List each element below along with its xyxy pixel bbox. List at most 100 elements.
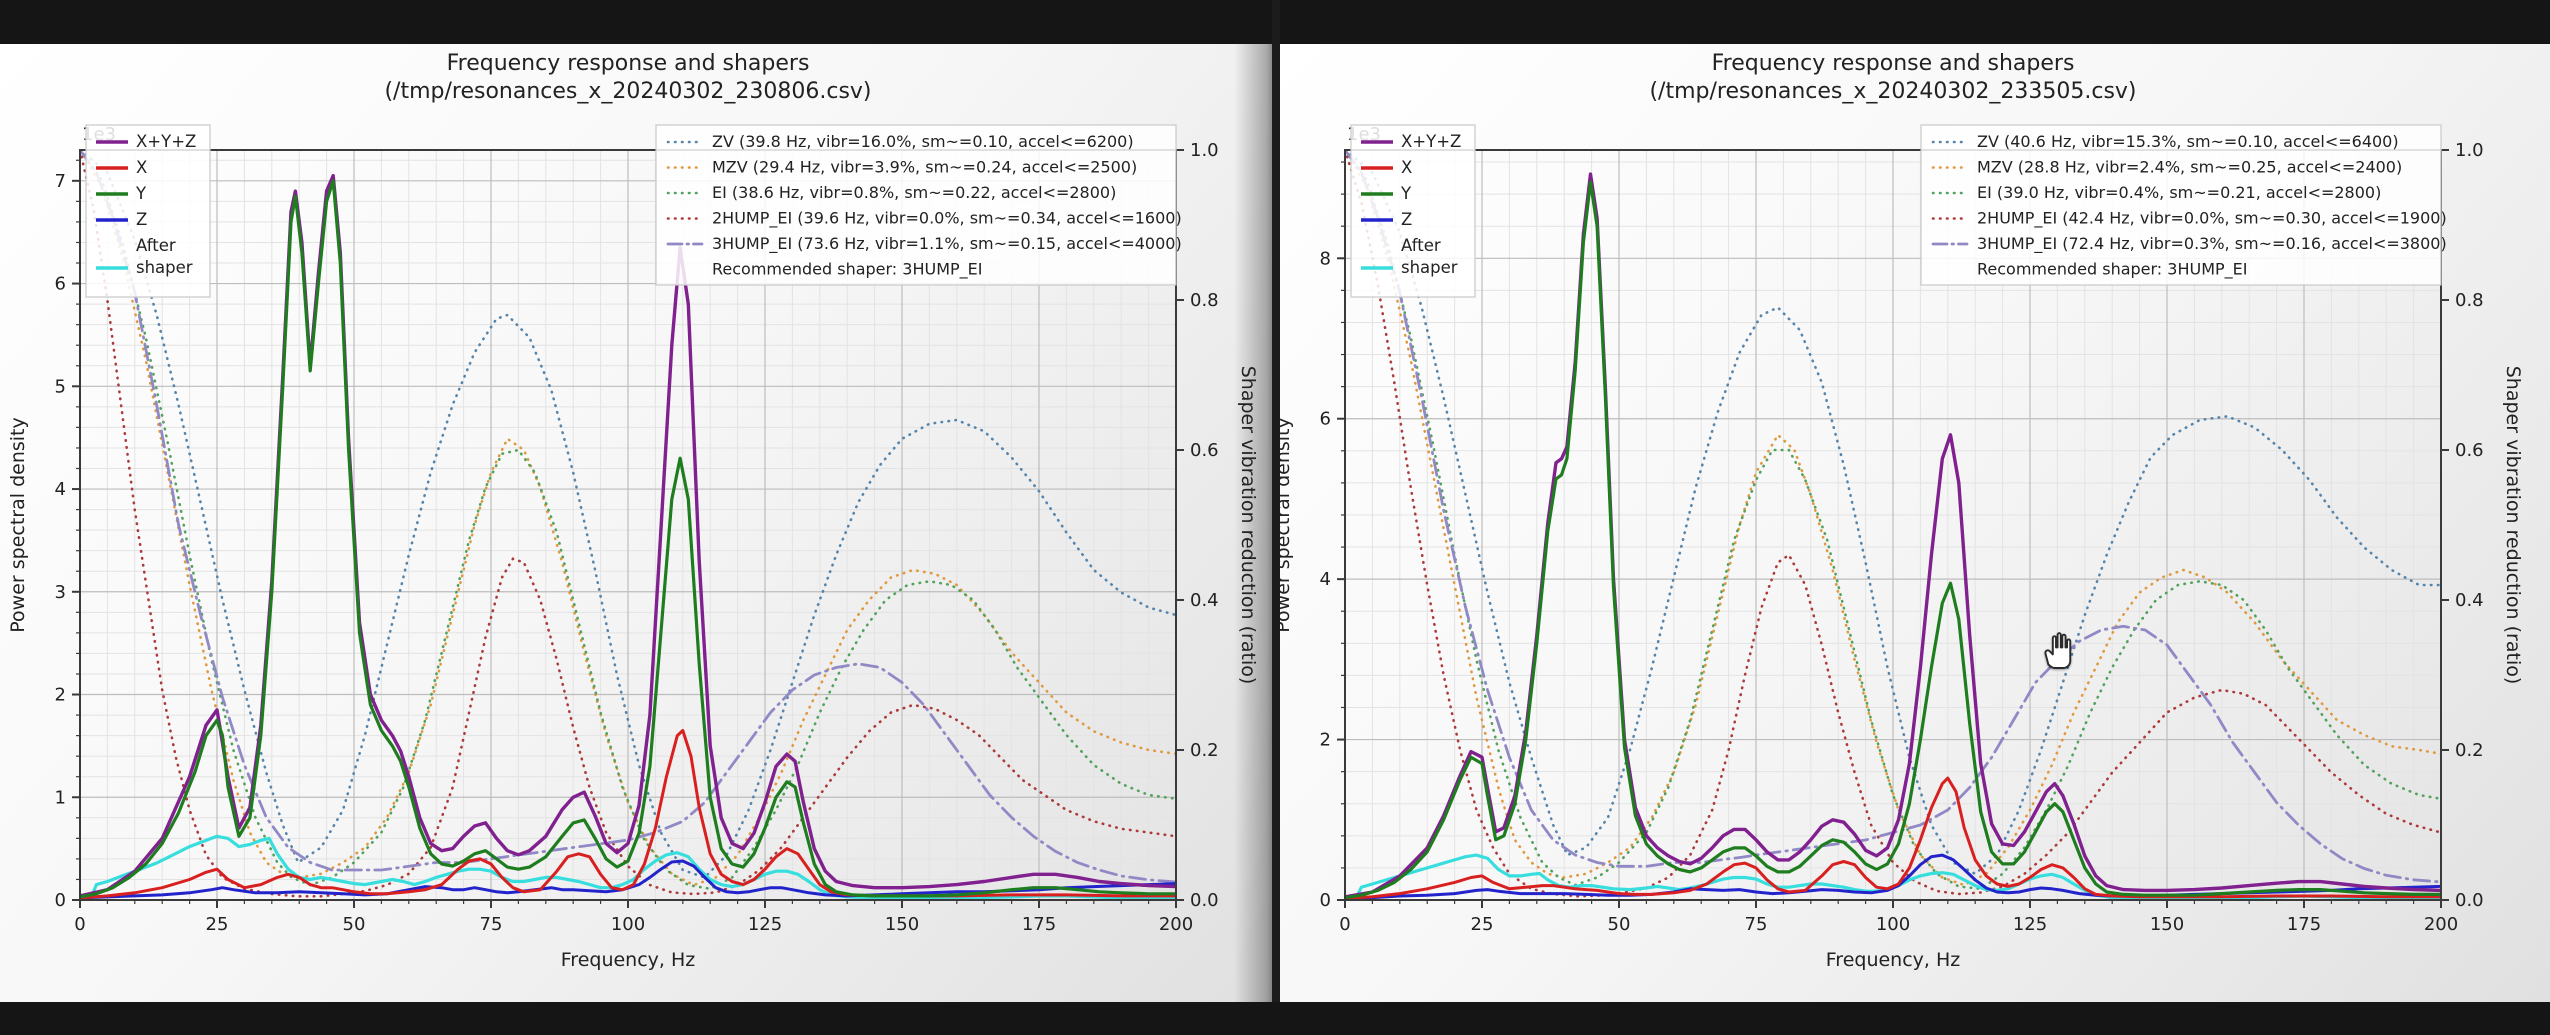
chart-title: Frequency response and shapers [447,51,810,76]
ratio-tick-label: 0.4 [2455,590,2484,611]
shaper-legend-label: 3HUMP_EI (72.4 Hz, vibr=0.3%, sm~=0.16, … [1977,234,2447,254]
psd-legend-label: Z [136,210,147,229]
psd-tick-label: 3 [55,582,66,603]
psd-curve-x [80,729,1176,900]
chart-panel-left[interactable]: 0 25 50 75 100 125 150 175 200 0 1 2 3 4 5 6 7 0.0 0.2 0.4 0… [0,44,1272,1002]
psd-tick-label: 6 [1320,409,1331,430]
chart-subtitle: (/tmp/resonances_x_20240302_230806.csv) [384,79,871,104]
psd-tick-label: 0 [1320,890,1331,911]
psd-tick-label: 4 [1320,569,1331,590]
x-tick-label: 50 [1608,914,1631,935]
y-axis-label-right: Shaper vibration reduction (ratio) [2502,366,2524,685]
x-tick-label: 200 [1159,914,1193,935]
psd-tick-label: 2 [1320,730,1331,751]
psd-curve-z [80,859,1176,900]
x-tick-label: 150 [885,914,919,935]
axis-ticks: 0 25 50 75 100 125 150 175 200 0 2 4 6 8 0.0 0.2 0.4 0.6 0… [1320,140,2484,935]
ratio-tick-label: 0.8 [2455,290,2484,311]
psd-curves [1345,172,2441,900]
psd-legend-label: X+Y+Z [1401,132,1461,151]
x-tick-label: 175 [2287,914,2321,935]
x-tick-label: 75 [480,914,503,935]
x-tick-label: 125 [2013,914,2047,935]
psd-tick-label: 8 [1320,248,1331,269]
x-tick-label: 100 [611,914,645,935]
psd-tick-label: 2 [55,685,66,706]
x-tick-label: 25 [206,914,229,935]
psd-curve-after [1345,853,2441,900]
bottom-letterbox-bar [0,1002,2550,1035]
x-axis-label: Frequency, Hz [561,949,696,971]
psd-curve-x [1345,776,2441,900]
psd-legend-label: shaper [136,258,193,277]
ratio-tick-label: 0.8 [1190,290,1219,311]
ratio-tick-label: 0.2 [1190,740,1219,761]
axis-ticks: 0 25 50 75 100 125 150 175 200 0 1 2 3 4 5 6 7 0.0 0.2 0.4 0… [55,140,1219,935]
chart-panel-right[interactable]: 0 25 50 75 100 125 150 175 200 0 2 4 6 8 0.0 0.2 0.4 0.6 0… [1272,44,2550,1002]
psd-legend-label: Y [135,184,147,203]
shaper-legend: ZV (39.8 Hz, vibr=16.0%, sm~=0.10, accel… [655,124,1182,286]
psd-tick-label: 1 [55,787,66,808]
psd-tick-label: 6 [55,274,66,295]
psd-tick-label: 5 [55,376,66,397]
x-axis-label: Frequency, Hz [1826,949,1961,971]
x-tick-label: 200 [2424,914,2458,935]
psd-tick-label: 7 [55,171,66,192]
x-tick-label: 100 [1876,914,1910,935]
shaper-legend-label: ZV (39.8 Hz, vibr=16.0%, sm~=0.10, accel… [712,132,1134,151]
psd-legend-label: After [1401,236,1441,255]
panel-divider [1272,0,1280,1035]
chart-subtitle: (/tmp/resonances_x_20240302_233505.csv) [1649,79,2136,104]
shaper-curve-ei [1345,150,2441,891]
chart-svg: 0 25 50 75 100 125 150 175 200 0 2 4 6 8 0.0 0.2 0.4 0.6 0… [1272,51,2524,971]
x-tick-label: 125 [748,914,782,935]
shaper-curve-hump3 [80,150,1176,884]
psd-legend: X+Y+Z XYZ After shaper [1350,124,1476,298]
shaper-legend-label: ZV (40.6 Hz, vibr=15.3%, sm~=0.10, accel… [1977,132,2399,151]
psd-curve-after [80,834,1176,900]
shaper-curve-hump2 [1345,150,2441,898]
x-tick-label: 0 [1339,914,1350,935]
ratio-tick-label: 0.0 [1190,890,1219,911]
ratio-tick-label: 1.0 [1190,140,1219,161]
psd-legend-label: shaper [1401,258,1458,277]
psd-legend-label: Z [1401,210,1412,229]
ratio-tick-label: 1.0 [2455,140,2484,161]
recommended-shaper-label: Recommended shaper: 3HUMP_EI [1977,260,2247,280]
ratio-tick-label: 0.4 [1190,590,1219,611]
ratio-tick-label: 0.2 [2455,740,2484,761]
shaper-curve-hump2 [80,150,1176,898]
y-axis-label-left: Power spectral density [7,417,29,632]
shaper-curves [80,150,1176,898]
shaper-legend-label: MZV (28.8 Hz, vibr=2.4%, sm~=0.25, accel… [1977,158,2402,177]
ratio-tick-label: 0.6 [2455,440,2484,461]
shaper-curve-zv [80,150,1176,879]
shaper-curve-ei [80,150,1176,891]
chart-svg: 0 25 50 75 100 125 150 175 200 0 1 2 3 4 5 6 7 0.0 0.2 0.4 0… [7,51,1259,971]
psd-legend-label: After [136,236,176,255]
psd-tick-label: 4 [55,479,66,500]
x-tick-label: 175 [1022,914,1056,935]
psd-legend-label: X+Y+Z [136,132,196,151]
ratio-tick-label: 0.0 [2455,890,2484,911]
psd-legend-label: X [136,158,147,177]
shaper-legend: ZV (40.6 Hz, vibr=15.3%, sm~=0.10, accel… [1920,124,2447,286]
psd-curve-y [1345,180,2441,900]
x-tick-label: 0 [74,914,85,935]
x-tick-label: 150 [2150,914,2184,935]
x-tick-label: 25 [1471,914,1494,935]
chart-title: Frequency response and shapers [1712,51,2075,76]
shaper-legend-label: EI (39.0 Hz, vibr=0.4%, sm~=0.21, accel<… [1977,183,2381,202]
shaper-legend-label: MZV (29.4 Hz, vibr=3.9%, sm~=0.24, accel… [712,158,1137,177]
psd-legend-label: Y [1400,184,1412,203]
psd-curve-y [80,179,1176,899]
shaper-curve-zv [1345,150,2441,876]
hand-cursor-icon [2044,632,2072,669]
psd-tick-label: 0 [55,890,66,911]
ratio-tick-label: 0.6 [1190,440,1219,461]
shaper-curve-mzv [80,150,1176,887]
y-axis-label-left: Power spectral density [1280,417,1294,632]
recommended-shaper-label: Recommended shaper: 3HUMP_EI [712,260,982,280]
shaper-legend-label: 2HUMP_EI (42.4 Hz, vibr=0.0%, sm~=0.30, … [1977,209,2447,229]
psd-legend-label: X [1401,158,1412,177]
